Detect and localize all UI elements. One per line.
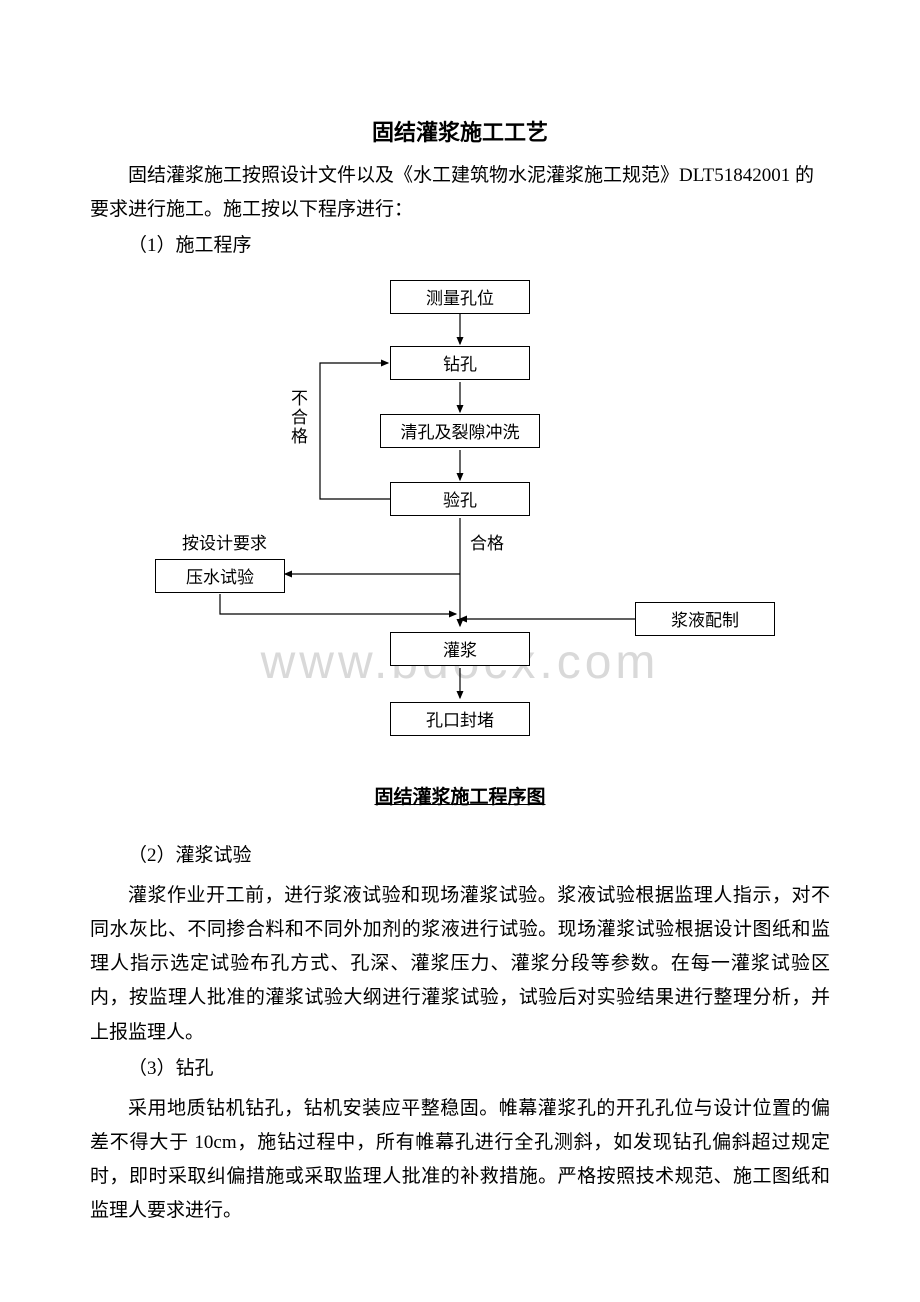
flow-label-fail: 不合格	[285, 389, 310, 446]
section-3-heading: （3）钻孔	[90, 1052, 830, 1086]
section-2-heading: （2）灌浆试验	[90, 839, 830, 873]
section-3-body: 采用地质钻机钻孔，钻机安装应平整稳固。帷幕灌浆孔的开孔孔位与设计位置的偏差不得大…	[90, 1092, 830, 1229]
flow-node-inspect: 验孔	[390, 482, 530, 516]
flow-node-press-test: 压水试验	[155, 559, 285, 593]
flow-label-pass: 合格	[470, 529, 504, 554]
flow-node-grout: 灌浆	[390, 632, 530, 666]
flow-node-clean: 清孔及裂隙冲洗	[380, 414, 540, 448]
intro-paragraph: 固结灌浆施工按照设计文件以及《水工建筑物水泥灌浆施工规范》DLT51842001…	[90, 159, 830, 227]
flow-node-measure: 测量孔位	[390, 280, 530, 314]
section-2-body: 灌浆作业开工前，进行浆液试验和现场灌浆试验。浆液试验根据监理人指示，对不同水灰比…	[90, 879, 830, 1050]
flow-node-seal: 孔口封堵	[390, 702, 530, 736]
flow-node-mix: 浆液配制	[635, 602, 775, 636]
flowchart-caption: 固结灌浆施工程序图	[90, 782, 830, 809]
flow-node-drill: 钻孔	[390, 346, 530, 380]
section-1-heading: （1）施工程序	[90, 229, 830, 263]
flow-label-by-design: 按设计要求	[182, 529, 267, 554]
page-title: 固结灌浆施工工艺	[90, 115, 830, 147]
flowchart-container: 测量孔位 钻孔 清孔及裂隙冲洗 验孔 压水试验 灌浆 浆液配制 孔口封堵 不合格…	[90, 274, 830, 764]
